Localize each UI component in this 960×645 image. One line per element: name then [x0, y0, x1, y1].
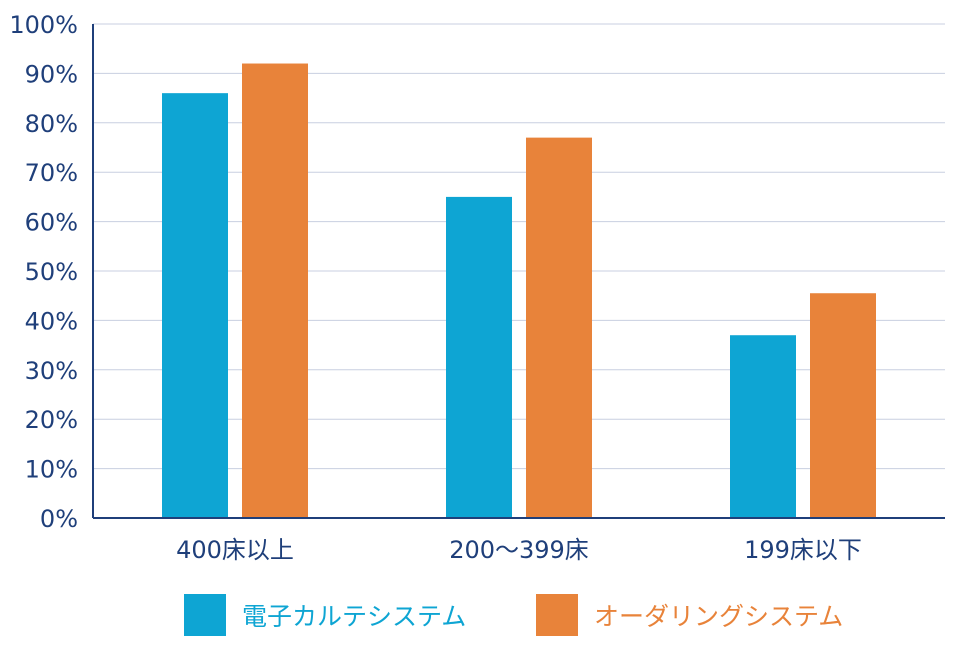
bar-series-2-1 [242, 63, 308, 519]
bar-series-2-2 [526, 137, 592, 518]
bar-chart: 0% 10% 20% 30% 40% 50% 60% 70% 80% 90% 100% 400床以上… [9, 11, 945, 564]
y-tick-label: 80% [25, 110, 78, 138]
x-tick-labels: 400床以上 200～399床 199床以下 [176, 536, 862, 564]
bars [162, 63, 876, 519]
y-tick-label: 40% [25, 307, 78, 335]
y-tick-label: 50% [25, 258, 78, 286]
bar-series-1-1 [162, 93, 228, 518]
gridlines [93, 23, 945, 470]
bar-series-2-3 [810, 293, 876, 518]
bar-series-1-3 [730, 335, 796, 518]
y-tick-label: 20% [25, 406, 78, 434]
y-tick-labels: 0% 10% 20% 30% 40% 50% 60% 70% 80% 90% 100% [9, 11, 78, 533]
y-tick-label: 90% [25, 60, 78, 88]
x-tick-label: 199床以下 [744, 536, 862, 564]
y-tick-label: 10% [25, 456, 78, 484]
bar-series-1-2 [446, 196, 512, 518]
legend-swatch-series-1 [184, 594, 226, 636]
legend: 電子カルテシステム オーダリングシステム [0, 594, 960, 638]
x-tick-label: 400床以上 [176, 536, 294, 564]
legend-item-series-1: 電子カルテシステム [184, 594, 466, 636]
y-tick-label: 100% [9, 11, 78, 39]
legend-swatch-series-2 [536, 594, 578, 636]
legend-item-series-2: オーダリングシステム [536, 594, 843, 636]
y-tick-label: 70% [25, 159, 78, 187]
y-tick-label: 60% [25, 209, 78, 237]
legend-label-series-2: オーダリングシステム [594, 602, 844, 631]
y-tick-label: 30% [25, 357, 78, 385]
x-tick-label: 200～399床 [449, 536, 589, 564]
legend-label-series-1: 電子カルテシステム [242, 602, 467, 631]
y-tick-label: 0% [40, 505, 78, 533]
